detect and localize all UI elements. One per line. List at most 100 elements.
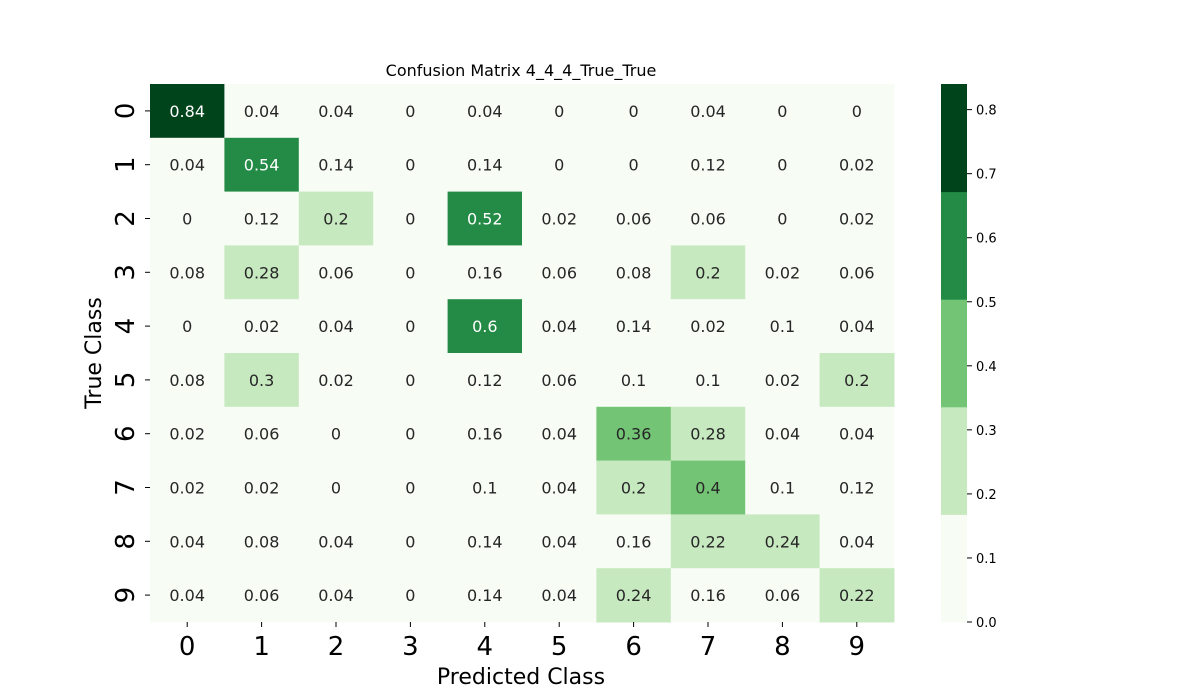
cell-value-label: 0.2 xyxy=(695,263,720,282)
cell-value-label: 0.06 xyxy=(541,263,577,282)
heatmap-cell xyxy=(150,191,225,246)
heatmap-cell xyxy=(522,514,597,569)
cell-value-label: 0.04 xyxy=(839,532,875,551)
cell-value-label: 0.1 xyxy=(472,479,497,498)
heatmap-cell xyxy=(596,191,672,246)
heatmap-cell xyxy=(596,84,672,139)
x-tick-label: 3 xyxy=(402,632,419,662)
x-axis-ticks: 0 1 2 3 4 5 6 7 8 9 xyxy=(179,622,865,662)
heatmap-cell xyxy=(819,299,895,354)
cell-value-label: 0 xyxy=(777,102,787,121)
x-tick-label: 0 xyxy=(179,632,196,662)
cell-value-label: 0.04 xyxy=(541,317,577,336)
y-tick-label: 5 xyxy=(111,372,141,389)
cell-value-label: 0.4 xyxy=(695,479,720,498)
heatmap-cell xyxy=(373,245,449,300)
heatmap-cell xyxy=(745,353,821,408)
cell-value-label: 0.1 xyxy=(695,371,720,390)
cell-value-label: 0.2 xyxy=(323,210,348,229)
cell-value-label: 0.08 xyxy=(616,263,652,282)
colorbar-band xyxy=(941,191,967,300)
heatmap-cell xyxy=(447,84,523,139)
heatmap-cell xyxy=(670,406,746,462)
heatmap-cell xyxy=(522,406,597,462)
cell-value-label: 0 xyxy=(182,210,192,229)
heatmap-cell xyxy=(596,460,672,515)
heatmap-cell xyxy=(447,460,523,515)
heatmap-cell xyxy=(224,84,300,139)
y-axis-ticks: 0 1 2 3 4 5 6 7 8 9 xyxy=(111,103,150,603)
cell-value-label: 0.12 xyxy=(467,371,503,390)
heatmap-cell xyxy=(447,353,523,408)
cell-value-label: 0.14 xyxy=(467,532,503,551)
heatmap-cell xyxy=(670,353,746,408)
heatmap-cell xyxy=(670,514,746,569)
cell-value-label: 0.16 xyxy=(616,532,652,551)
heatmap-cell xyxy=(298,84,374,139)
cell-value-label: 0.3 xyxy=(249,371,274,390)
heatmap-cell xyxy=(150,353,225,408)
heatmap-cell xyxy=(522,299,597,354)
heatmap-cell xyxy=(819,406,895,462)
heatmap-cell xyxy=(298,245,374,300)
cell-value-label: 0.16 xyxy=(467,263,503,282)
heatmap-cell xyxy=(224,406,300,462)
heatmap-cell xyxy=(150,245,225,300)
cell-value-label: 0.22 xyxy=(690,532,726,551)
heatmap-cells: 0.84 0.04 0.04 0 0.04 0 0 0.04 0 0 0.04 0.54 0.14 0 0.… xyxy=(150,84,895,623)
cell-value-label: 0 xyxy=(405,102,415,121)
heatmap-cell xyxy=(522,353,597,408)
heatmap-cell xyxy=(298,406,374,462)
cell-value-label: 0 xyxy=(405,425,415,444)
y-tick-label: 3 xyxy=(111,264,141,281)
heatmap-cell xyxy=(522,460,597,515)
cell-value-label: 0 xyxy=(405,532,415,551)
heatmap-cell xyxy=(447,191,523,246)
x-axis-label: Predicted Class xyxy=(437,665,605,690)
cell-value-label: 0 xyxy=(405,371,415,390)
cell-value-label: 0.28 xyxy=(244,263,280,282)
cell-value-label: 0.12 xyxy=(690,156,726,175)
cell-value-label: 0.02 xyxy=(839,210,875,229)
heatmap-cell xyxy=(373,137,449,193)
heatmap-cell xyxy=(670,137,746,193)
heatmap-cell xyxy=(745,137,821,193)
heatmap-cell xyxy=(298,514,374,569)
cell-value-label: 0.1 xyxy=(770,317,795,336)
cell-value-label: 0 xyxy=(554,156,564,175)
heatmap-cell xyxy=(224,568,300,623)
cell-value-label: 0.24 xyxy=(616,586,652,605)
heatmap-cell xyxy=(522,568,597,623)
cell-value-label: 0.2 xyxy=(621,479,646,498)
cell-value-label: 0 xyxy=(405,479,415,498)
cell-value-label: 0 xyxy=(777,156,787,175)
heatmap-cell xyxy=(670,568,746,623)
cell-value-label: 0.04 xyxy=(467,102,503,121)
heatmap-cell xyxy=(745,84,821,139)
heatmap-cell xyxy=(596,406,672,462)
heatmap-cell xyxy=(447,299,523,354)
heatmap-cell xyxy=(522,245,597,300)
cell-value-label: 0.02 xyxy=(244,479,280,498)
cell-value-label: 0.2 xyxy=(844,371,869,390)
cell-value-label: 0.02 xyxy=(541,210,577,229)
heatmap-cell xyxy=(447,406,523,462)
cell-value-label: 0.04 xyxy=(541,586,577,605)
cell-value-label: 0.12 xyxy=(839,479,875,498)
x-tick-label: 7 xyxy=(700,632,717,662)
y-tick-label: 0 xyxy=(111,103,141,120)
cell-value-label: 0.04 xyxy=(318,102,354,121)
heatmap-cell xyxy=(745,460,821,515)
heatmap-cell xyxy=(150,514,225,569)
heatmap-cell xyxy=(447,568,523,623)
heatmap-cell xyxy=(150,84,225,139)
cell-value-label: 0.04 xyxy=(169,156,205,175)
cell-value-label: 0.02 xyxy=(765,263,801,282)
colorbar-band xyxy=(941,299,967,408)
cell-value-label: 0.04 xyxy=(318,532,354,551)
cell-value-label: 0 xyxy=(405,586,415,605)
heatmap-cell xyxy=(745,245,821,300)
colorbar-tick-label: 0.6 xyxy=(976,232,997,247)
cell-value-label: 0.14 xyxy=(318,156,354,175)
